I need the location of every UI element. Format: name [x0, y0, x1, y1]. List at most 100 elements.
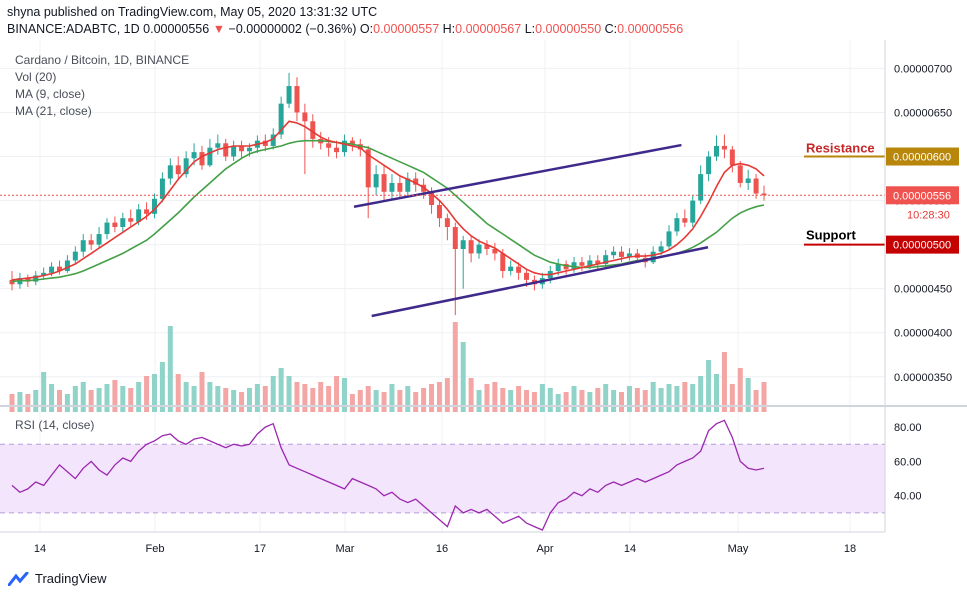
candle-body	[341, 140, 347, 153]
candle-body	[223, 143, 229, 157]
rsi-line	[11, 419, 765, 531]
candle-body	[460, 240, 466, 250]
y-tick-label: 0.00000400	[894, 328, 952, 340]
rsi-tick-label: 80.00	[894, 422, 922, 434]
volume-bar	[199, 372, 205, 412]
candle-body	[658, 246, 664, 252]
volume-bar	[444, 378, 450, 412]
volume-bar	[25, 394, 31, 412]
open-label: O:	[359, 22, 374, 36]
candle-body	[555, 264, 561, 272]
candle-body	[64, 260, 70, 272]
x-tick-label: Mar	[336, 543, 355, 555]
volume-bar	[9, 394, 15, 412]
close-value: 0.00000556	[617, 22, 684, 36]
candle-body	[745, 178, 751, 183]
x-tick-label: Feb	[146, 543, 165, 555]
volume-bar	[239, 392, 245, 412]
rsi-tick-label: 60.00	[894, 456, 922, 468]
x-tick-label: 16	[436, 543, 448, 555]
volume-bar	[318, 382, 324, 412]
candle-body	[286, 86, 292, 104]
candle-body	[88, 240, 94, 245]
ma9-legend: MA (9, close)	[15, 87, 86, 101]
volume-bar	[421, 388, 427, 412]
volume-bar	[721, 352, 727, 412]
candle-body	[215, 143, 221, 148]
candle-body	[595, 260, 601, 264]
volume-bar	[650, 382, 656, 412]
candle-body	[571, 262, 577, 270]
candle-body	[729, 149, 735, 166]
volume-bar	[674, 386, 680, 412]
channel-lower-line	[371, 246, 709, 318]
volume-bar	[302, 384, 308, 412]
volume-bar	[468, 378, 474, 412]
volume-bar	[246, 388, 252, 412]
candle-body	[436, 204, 442, 219]
candle-body	[72, 251, 78, 261]
y-tick-label: 0.00000700	[894, 63, 952, 75]
candle-body	[349, 140, 355, 145]
candle-body	[199, 152, 205, 166]
volume-bar	[33, 390, 39, 412]
candle-body	[120, 218, 126, 227]
y-tick-label: 0.00000350	[894, 372, 952, 384]
volume-bar	[547, 388, 553, 412]
candle-body	[452, 227, 458, 250]
volume-bar	[452, 322, 458, 412]
candle-body	[270, 134, 276, 146]
volume-bar	[413, 392, 419, 412]
tradingview-brand[interactable]: TradingView	[8, 571, 107, 586]
tradingview-logo-icon	[8, 571, 29, 586]
candle-body	[563, 264, 569, 270]
candle-body	[650, 251, 656, 263]
volume-bar	[207, 382, 213, 412]
volume-bar	[270, 376, 276, 412]
volume-bar	[626, 386, 632, 412]
candle-body	[262, 140, 268, 146]
candle-body	[175, 165, 181, 175]
candle-body	[246, 147, 252, 152]
volume-bar	[611, 390, 617, 412]
volume-bar	[294, 382, 300, 412]
volume-bar	[167, 326, 173, 412]
candle-body	[365, 149, 371, 188]
volume-bar	[151, 374, 157, 412]
current-price-tag	[886, 186, 959, 205]
chart-title: Cardano / Bitcoin, 1D, BINANCE	[15, 53, 190, 67]
volume-bar	[436, 382, 442, 412]
volume-bar	[104, 384, 110, 412]
ma9-line	[11, 120, 765, 281]
candle-body	[231, 145, 237, 157]
y-tick-label: 0.00000450	[894, 284, 952, 296]
price-chart[interactable]: 0.000007000.000006500.000006000.00000550…	[0, 40, 967, 565]
candle-body	[492, 249, 498, 254]
close-label: C:	[604, 22, 618, 36]
candle-body	[405, 178, 411, 192]
volume-bar	[175, 374, 181, 412]
candle-body	[587, 260, 593, 266]
volume-bar	[96, 388, 102, 412]
candle-body	[468, 240, 474, 254]
candle-body	[721, 145, 727, 150]
candle-body	[191, 152, 197, 159]
candle-body	[167, 165, 173, 179]
high-value: 0.00000567	[455, 22, 522, 36]
volume-bar	[191, 386, 197, 412]
low-label: L:	[524, 22, 536, 36]
candle-body	[104, 222, 110, 235]
volume-bar	[349, 394, 355, 412]
volume-bar	[745, 378, 751, 412]
volume-bar	[80, 382, 86, 412]
volume-bar	[326, 386, 332, 412]
resistance-label: Resistance	[806, 141, 875, 156]
candle-body	[476, 244, 482, 254]
countdown-label: 10:28:30	[907, 209, 950, 221]
volume-bar	[112, 380, 118, 412]
volume-bar	[159, 362, 165, 412]
volume-bar	[603, 384, 609, 412]
candle-body	[80, 240, 86, 252]
volume-bar	[231, 390, 237, 412]
candle-body	[128, 218, 134, 222]
